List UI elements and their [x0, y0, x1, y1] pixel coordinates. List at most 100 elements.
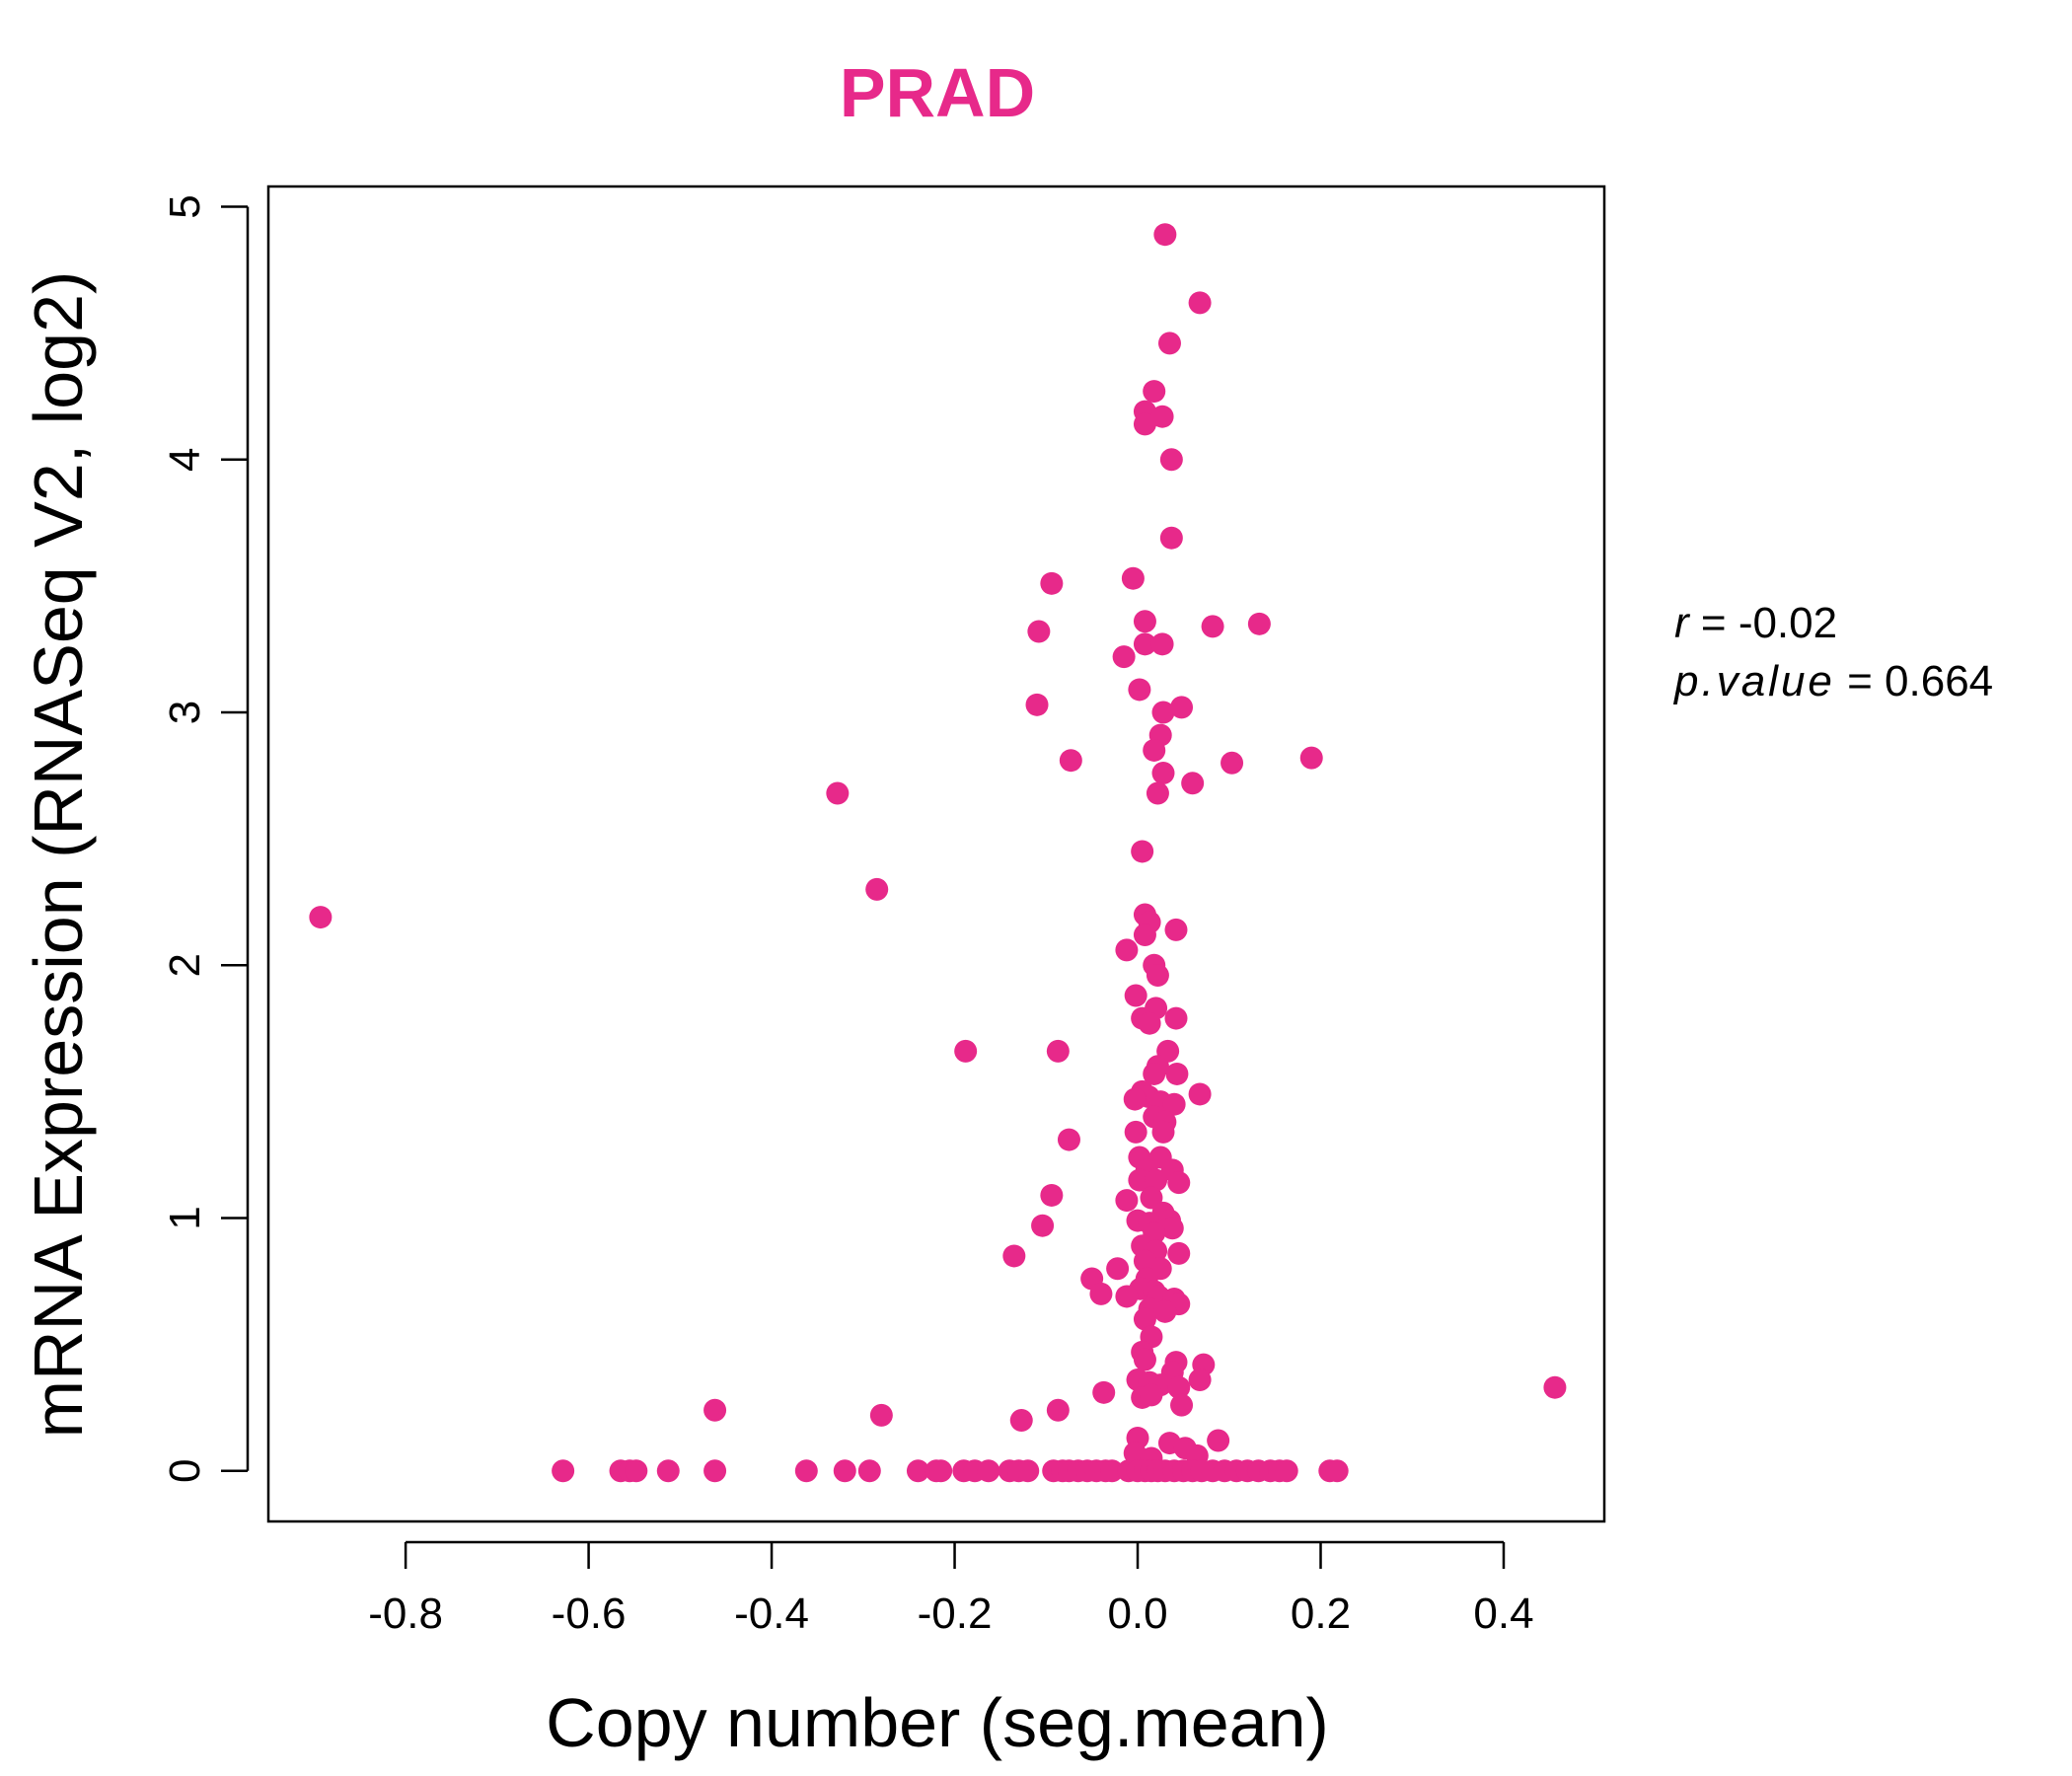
data-point	[1162, 1092, 1186, 1116]
data-point	[1140, 1383, 1163, 1407]
data-point	[869, 1403, 893, 1427]
x-tick-label: 0.4	[1473, 1590, 1533, 1638]
data-point	[1133, 610, 1156, 633]
data-point	[1150, 632, 1174, 656]
p-equals: =	[1847, 657, 1885, 705]
data-point	[1140, 1186, 1163, 1210]
data-point	[1124, 984, 1147, 1007]
data-point	[1131, 840, 1154, 863]
data-point	[1016, 1459, 1040, 1483]
data-point	[857, 1459, 881, 1483]
data-point	[1002, 1244, 1026, 1268]
correlation-stats: r = -0.02 p.value = 0.664	[1672, 599, 1993, 705]
data-point	[1543, 1375, 1567, 1399]
y-tick-label: 1	[161, 1206, 209, 1229]
data-point	[309, 906, 333, 929]
data-point	[1157, 332, 1181, 355]
data-point	[833, 1459, 856, 1483]
data-point	[1133, 412, 1156, 436]
y-tick-label: 2	[161, 953, 209, 977]
data-point	[1170, 696, 1194, 719]
data-point	[1046, 1039, 1070, 1063]
data-point	[1164, 918, 1188, 941]
x-tick-label: 0.0	[1107, 1590, 1167, 1638]
data-point	[1170, 1393, 1194, 1417]
r-label: r	[1674, 599, 1691, 647]
data-point	[1146, 964, 1169, 987]
x-axis-label: Copy number (seg.mean)	[546, 1684, 1329, 1761]
data-point	[906, 1459, 929, 1483]
data-point	[1133, 1348, 1156, 1371]
r-value: -0.02	[1739, 599, 1837, 647]
data-point	[1145, 1168, 1168, 1192]
data-point	[1188, 291, 1212, 315]
data-point	[625, 1459, 648, 1483]
data-point	[1167, 1375, 1191, 1399]
data-point	[1089, 1282, 1113, 1305]
data-point	[1046, 1398, 1070, 1422]
data-point	[929, 1459, 953, 1483]
data-point	[1115, 1285, 1139, 1308]
data-point	[1165, 1062, 1189, 1085]
data-point	[1025, 693, 1049, 716]
data-point	[1160, 1217, 1184, 1240]
data-points	[309, 223, 1567, 1483]
data-point	[1124, 1120, 1147, 1144]
data-point	[656, 1459, 680, 1483]
data-point	[703, 1459, 727, 1483]
data-point	[1207, 1429, 1230, 1452]
data-point	[1133, 1307, 1156, 1331]
p-value-stat: p.value = 0.664	[1672, 657, 1993, 705]
data-point	[552, 1459, 575, 1483]
data-point	[1138, 1011, 1161, 1035]
data-point	[1188, 1369, 1212, 1391]
data-point	[977, 1459, 1000, 1483]
data-point	[1040, 571, 1064, 595]
data-point	[703, 1398, 727, 1422]
data-point	[1167, 1171, 1191, 1195]
data-point	[1151, 1120, 1175, 1144]
data-point	[1151, 701, 1175, 724]
data-point	[1164, 1006, 1188, 1030]
data-point	[1128, 678, 1151, 702]
data-point	[1040, 1183, 1064, 1207]
y-axis: 0 1 2 3 4 5	[161, 194, 250, 1483]
x-tick-label: -0.8	[368, 1590, 443, 1638]
y-axis-label: mRNA Expression (RNASeq V2, log2)	[20, 271, 97, 1439]
p-value: 0.664	[1885, 657, 1993, 705]
data-point	[1159, 448, 1183, 472]
data-point	[1299, 746, 1323, 770]
x-tick-label: -0.4	[734, 1590, 809, 1638]
data-point	[1151, 762, 1175, 784]
data-point	[1027, 620, 1051, 643]
y-tick-label: 4	[161, 448, 209, 472]
r-equals: =	[1701, 599, 1739, 647]
data-point	[1123, 1087, 1147, 1111]
data-point	[1181, 772, 1205, 795]
data-point	[1153, 223, 1177, 247]
data-point	[1106, 1257, 1130, 1281]
data-point	[1247, 612, 1271, 635]
data-point	[1115, 938, 1139, 962]
data-point	[1143, 1062, 1166, 1085]
data-point	[1146, 781, 1169, 805]
x-tick-label: -0.2	[918, 1590, 993, 1638]
data-point	[1201, 615, 1224, 638]
data-point	[1128, 1168, 1151, 1192]
y-tick-label: 5	[161, 194, 209, 218]
x-tick-label: -0.6	[552, 1590, 627, 1638]
data-point	[1121, 566, 1145, 590]
data-point	[1143, 738, 1166, 762]
x-tick-label: 0.2	[1291, 1590, 1351, 1638]
y-tick-label: 3	[161, 701, 209, 724]
data-point	[865, 877, 889, 901]
data-point	[1325, 1459, 1349, 1483]
plot-frame	[266, 185, 1606, 1523]
data-point	[1133, 924, 1156, 946]
data-point	[1009, 1409, 1033, 1432]
data-point	[1133, 632, 1156, 656]
chart-title: PRAD	[840, 54, 1035, 131]
data-point	[794, 1459, 818, 1483]
data-point	[1275, 1459, 1298, 1483]
